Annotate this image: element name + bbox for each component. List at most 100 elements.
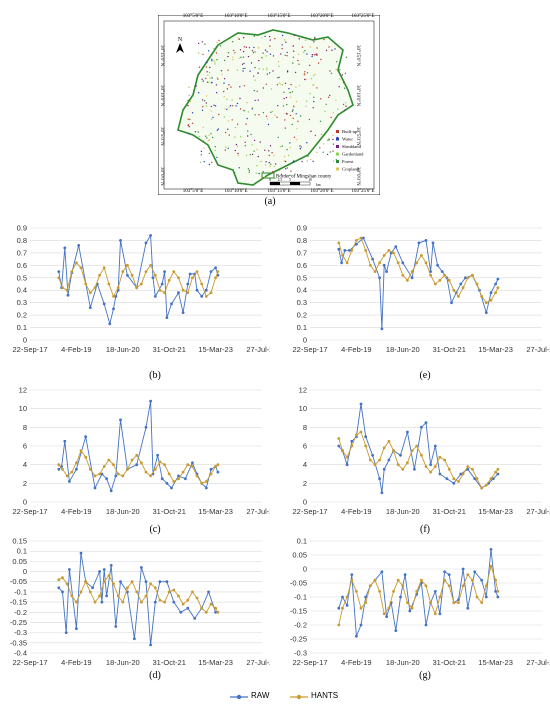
land-cover-dot [211, 161, 213, 164]
series-point-hants [406, 278, 409, 282]
lon-tick-label: 103°20'0"E [310, 14, 334, 19]
land-cover-dot [208, 50, 210, 52]
series-point-hants [433, 465, 437, 468]
land-cover-dot [281, 44, 283, 46]
land-cover-dot [255, 172, 257, 174]
series-point-hants [368, 458, 372, 462]
land-cover-dot [211, 81, 213, 84]
series-point-hants [438, 595, 442, 599]
series-point-hants [144, 270, 148, 273]
series-point-hants [116, 472, 120, 476]
land-cover-dot [268, 161, 270, 164]
lon-tick-label: 103°5'0"E [182, 14, 204, 19]
land-cover-dot [299, 147, 301, 150]
land-cover-dot [216, 156, 218, 159]
lon-tick-label: 103°10'0"E [224, 14, 248, 19]
series-point-raw [204, 288, 208, 292]
series-point-hants [163, 600, 167, 604]
series-point-hants [65, 474, 69, 478]
land-cover-dot [272, 70, 274, 72]
series-point-raw [359, 402, 363, 406]
land-cover-dot [311, 55, 313, 58]
land-cover-dot [339, 78, 341, 80]
land-cover-dot [330, 116, 332, 119]
land-cover-dot [288, 88, 290, 90]
land-cover-dot [313, 96, 315, 98]
land-cover-dot [188, 126, 190, 128]
series-point-hants [167, 590, 171, 594]
series-point-raw [165, 580, 169, 584]
series-point-hants [191, 465, 194, 468]
land-cover-dot [269, 45, 271, 47]
land-cover-dot [188, 132, 190, 135]
series-point-hants [368, 584, 372, 588]
land-cover-dot [301, 36, 304, 39]
series-point-raw [140, 566, 143, 569]
land-cover-dot [304, 50, 306, 52]
y-tick-label: 0.15 [12, 537, 27, 546]
x-tick-label: 4-Feb-19 [341, 658, 371, 667]
land-cover-dot [187, 99, 189, 102]
series-point-raw [355, 634, 358, 638]
series-point-raw [135, 463, 139, 467]
land-cover-dot [208, 134, 210, 136]
x-tick-label: 4-Feb-19 [341, 345, 371, 354]
y-tick-label: 0.6 [297, 261, 307, 270]
land-cover-dot [228, 134, 230, 136]
x-tick-label: 18-Jun-20 [106, 345, 140, 354]
series-point-hants [378, 261, 381, 265]
series-point-hants [204, 295, 208, 298]
land-cover-dot [293, 136, 296, 138]
lon-tick-label: 103°15'0"E [267, 14, 291, 19]
land-cover-dot [260, 160, 262, 163]
series-point-hants [88, 467, 92, 471]
series-point-hants [420, 254, 423, 257]
land-cover-dot [252, 51, 255, 54]
series-point-raw [160, 282, 164, 286]
scale-tick-label: 2.5 [278, 178, 283, 182]
x-tick-label: 15-Mar-23 [198, 507, 233, 516]
land-cover-dot [236, 102, 239, 105]
land-cover-dot [284, 160, 287, 163]
land-cover-dot [279, 146, 282, 148]
land-cover-dot [221, 73, 223, 76]
series-point-hants [135, 453, 139, 457]
series-point-raw [102, 568, 106, 571]
x-tick-label: 18-Jun-20 [386, 507, 420, 516]
land-cover-dot [223, 96, 225, 98]
series-point-hants [457, 601, 460, 604]
x-tick-label: 4-Feb-19 [61, 345, 91, 354]
series-point-hants [70, 594, 74, 598]
series-point-hants [167, 472, 171, 476]
land-cover-dot [203, 147, 205, 149]
land-cover-dot [268, 154, 270, 157]
land-cover-dot [269, 72, 271, 74]
hants-legend-label: HANTS [311, 691, 339, 700]
land-cover-dot [256, 148, 258, 151]
land-cover-dot [289, 142, 291, 144]
land-cover-dot [224, 131, 227, 134]
y-tick-label: 0.1 [17, 323, 27, 332]
land-cover-dot [316, 87, 318, 89]
land-cover-dot [281, 145, 283, 147]
y-tick-label: 0.9 [17, 224, 27, 233]
land-cover-dot [254, 99, 256, 102]
land-cover-dot [242, 56, 245, 58]
y-tick-label: 0.05 [292, 551, 307, 560]
land-cover-dot [280, 173, 283, 176]
series-point-raw [420, 425, 423, 429]
chart-g: -0.3 -0.25 -0.2 -0.15 -0.1 -0.05 0 0.05 0.1 22-Se… [290, 537, 550, 668]
map-legend-label: Forest [342, 159, 354, 164]
series-point-raw [424, 239, 428, 242]
series-point-raw [401, 261, 405, 265]
series-point-raw [153, 295, 157, 298]
y-tick-label: 0 [23, 567, 27, 576]
series-point-raw [153, 600, 157, 604]
series-point-hants [209, 291, 213, 295]
series-point-hants [135, 590, 139, 594]
series-point-raw [452, 481, 456, 485]
series-point-hants [65, 288, 69, 292]
land-cover-dot [291, 110, 293, 113]
land-cover-dot [299, 115, 302, 117]
land-cover-dot [239, 49, 242, 51]
